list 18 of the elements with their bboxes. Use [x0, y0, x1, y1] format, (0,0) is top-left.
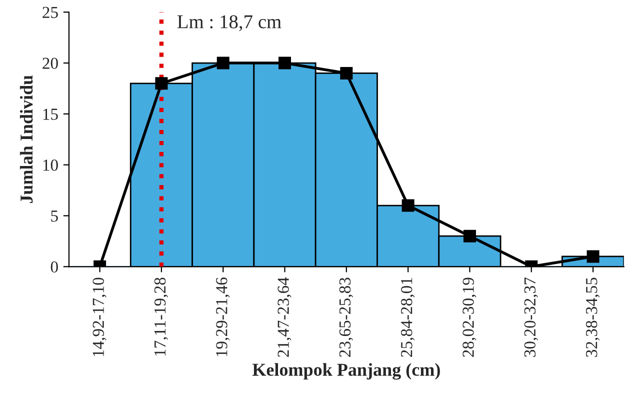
x-tick-label: 32,38-34,55 — [586, 278, 600, 357]
x-tick-label: 30,20-32,37 — [524, 278, 538, 357]
x-tick-label: 19,29-21,46 — [216, 278, 230, 356]
y-tick-label: 10 — [43, 160, 58, 171]
x-axis-title: Kelompok Panjang (cm) — [252, 363, 440, 380]
x-tick-label: 23,65-25,83 — [339, 278, 353, 357]
x-tick-label: 28,02-30,19 — [462, 278, 476, 357]
y-tick-label: 5 — [51, 210, 58, 222]
y-tick-label: 0 — [50, 261, 58, 273]
x-tick-label: 21,47-23,64 — [278, 277, 292, 357]
y-tick-label: 20 — [42, 58, 58, 69]
y-tick-label: 25 — [42, 6, 58, 18]
y-axis-title: Jumlah Individu — [20, 75, 33, 204]
ref-line-label: Lm : 18,7 cm — [177, 15, 282, 32]
x-tick-label: 14,92-17,10 — [92, 278, 106, 356]
x-tick-label: 25,84-28,01 — [400, 278, 415, 357]
y-tick-label: 15 — [43, 108, 58, 120]
x-tick-label: 17,11-19,28 — [154, 278, 168, 356]
